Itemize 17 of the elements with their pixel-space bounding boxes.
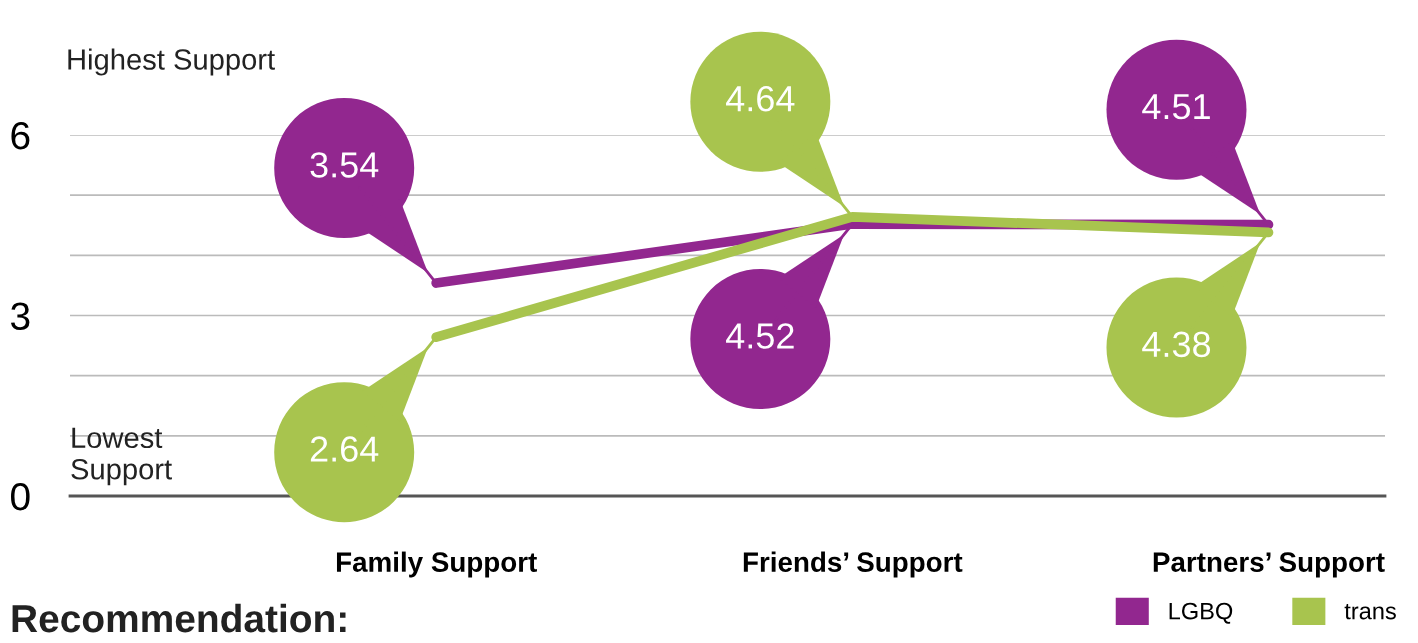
- x-tick-label: Family Support: [336, 551, 537, 578]
- annotation: 2.64: [310, 436, 379, 462]
- x-tick-label: Partners’ Support: [1153, 552, 1385, 578]
- y-tick-label: 6: [11, 121, 30, 150]
- annotation: 4.64: [726, 85, 795, 112]
- legend-label: LGBQ: [1169, 602, 1233, 624]
- y-tick-label: 3: [10, 302, 30, 330]
- annotation: Lowest Support: [71, 427, 172, 486]
- text: Highest Support: [68, 48, 275, 76]
- x-tick-label: Friends’ Support: [743, 551, 963, 578]
- legend-label: trans: [1344, 603, 1396, 620]
- annotation: 4.52: [726, 323, 794, 349]
- text: Recommendation:: [12, 603, 346, 633]
- annotation: 4.38: [1142, 331, 1211, 358]
- y-tick-label: 0: [11, 482, 30, 511]
- annotation: 3.54: [310, 152, 379, 178]
- annotation: 4.51: [1142, 94, 1210, 120]
